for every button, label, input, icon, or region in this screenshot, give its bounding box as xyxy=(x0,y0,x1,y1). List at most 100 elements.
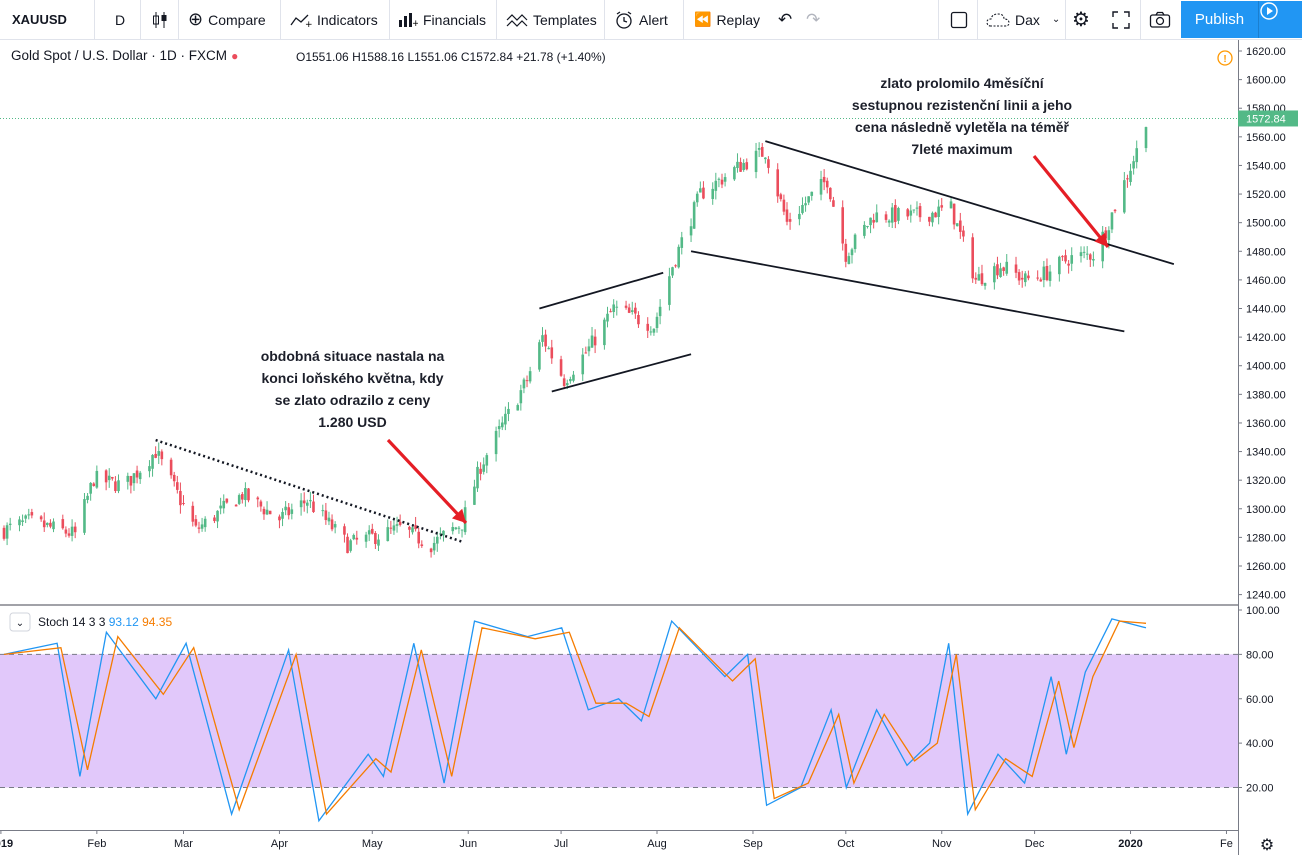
candle-body xyxy=(1132,161,1135,169)
candle-body xyxy=(241,494,244,500)
gear-icon[interactable]: ⚙ xyxy=(1072,9,1090,31)
candle-body xyxy=(18,519,21,526)
redo-icon[interactable]: ↷ xyxy=(806,9,821,29)
candle-body xyxy=(46,522,49,526)
red-dot-icon: ● xyxy=(231,49,239,63)
time-tick-label: Oct xyxy=(837,838,854,850)
close-value: C1572.84 xyxy=(460,50,513,64)
candle-body xyxy=(172,474,176,482)
templates-button[interactable]: Templates xyxy=(506,0,597,39)
price-tick-label: 1580.00 xyxy=(1246,103,1286,115)
candle-body xyxy=(1067,263,1070,266)
undo-icon[interactable]: ↶ xyxy=(778,9,793,29)
candle-body xyxy=(225,498,229,503)
stoch-collapse-button[interactable] xyxy=(9,612,31,632)
candle-body xyxy=(959,220,962,232)
financials-button[interactable]: + Financials xyxy=(398,0,486,39)
annotation-top: zlato prolomilo 4měsíční sestupnou rezis… xyxy=(851,75,1073,157)
candle-body xyxy=(977,274,981,281)
candle-body xyxy=(256,497,260,500)
candle-body xyxy=(764,157,767,160)
candle-body xyxy=(355,537,359,540)
candle-body xyxy=(219,505,222,509)
candle-body xyxy=(160,451,164,460)
candle-body xyxy=(928,216,931,222)
candle-body xyxy=(213,517,216,522)
top-toolbar: XAUUSD D ⊕ Compare + Indicators + Financial… xyxy=(0,0,1302,40)
candle-body xyxy=(1079,252,1083,257)
trendline[interactable] xyxy=(551,353,692,393)
warning-icon[interactable] xyxy=(1217,50,1233,66)
annotation-arrowhead xyxy=(1094,232,1108,247)
chart-style-button[interactable] xyxy=(151,0,169,39)
candle-body xyxy=(807,196,810,203)
play-button[interactable] xyxy=(1258,1,1302,38)
candle-body xyxy=(179,490,182,506)
indicators-icon: + xyxy=(290,14,312,28)
candle-body xyxy=(652,328,656,333)
trendline[interactable] xyxy=(155,438,463,543)
candle-body xyxy=(200,524,204,529)
candle-body xyxy=(822,176,826,183)
candle-body xyxy=(702,187,705,199)
candle-body xyxy=(736,161,739,169)
candle-body xyxy=(695,193,699,203)
candle-body xyxy=(1135,148,1139,163)
layout-menu-button[interactable]: Dax ⌄ xyxy=(986,0,1060,39)
compare-button[interactable]: ⊕ Compare xyxy=(188,9,266,29)
candle-body xyxy=(565,383,569,386)
price-tick-label: 1460.00 xyxy=(1246,275,1286,287)
toolbar-divider xyxy=(604,0,605,39)
fullscreen-icon[interactable] xyxy=(1111,0,1131,39)
trendline[interactable] xyxy=(539,271,664,310)
axis-layer: 1620.00 1600.00 1580.00 1560.00 1540.00 1520.… xyxy=(0,40,1298,855)
last-price-badge xyxy=(1238,110,1298,127)
svg-text:+: + xyxy=(412,19,418,28)
gear-icon[interactable]: ⚙ xyxy=(1260,835,1274,854)
candle-body xyxy=(572,374,575,381)
candle-body xyxy=(104,470,108,483)
publish-button[interactable]: Publish xyxy=(1181,1,1258,38)
candle-body xyxy=(1144,127,1148,149)
candle-body xyxy=(1048,271,1052,281)
candle-body xyxy=(1017,272,1021,281)
toolbar-divider xyxy=(683,0,684,39)
stoch-tick-label: 60.00 xyxy=(1246,694,1274,706)
candle-body xyxy=(562,378,566,386)
candle-body xyxy=(504,413,507,425)
play-icon xyxy=(1260,2,1278,20)
rewind-icon: ⏪ xyxy=(694,11,712,27)
candle-body xyxy=(39,516,43,520)
candle-body xyxy=(432,542,436,551)
replay-button[interactable]: ⏪ Replay xyxy=(694,11,761,28)
candle-body xyxy=(983,282,987,286)
trendline[interactable] xyxy=(690,250,1125,333)
alert-button[interactable]: Alert xyxy=(614,0,668,39)
symbol-search[interactable]: XAUUSD xyxy=(12,12,67,27)
candle-body xyxy=(497,426,501,430)
interval-button[interactable]: D xyxy=(115,11,126,28)
candle-body xyxy=(138,472,142,480)
candle-body xyxy=(216,510,219,522)
candle-body xyxy=(126,475,130,482)
candle-body xyxy=(132,473,136,484)
candle-body xyxy=(460,529,464,531)
candle-body xyxy=(798,213,801,220)
candle-body xyxy=(832,200,835,207)
stoch-tick-label: 80.00 xyxy=(1246,649,1274,661)
price-tick-label: 1500.00 xyxy=(1246,218,1286,230)
candle-body xyxy=(83,499,86,533)
candle-body xyxy=(194,519,198,526)
candle-body xyxy=(135,470,139,478)
candle-body xyxy=(244,488,247,501)
candle-body xyxy=(73,526,77,533)
stoch-layer xyxy=(0,618,1238,823)
fullscreen-layout-button[interactable] xyxy=(950,0,968,39)
indicators-button[interactable]: + Indicators xyxy=(290,0,378,39)
candle-body xyxy=(1113,209,1117,212)
camera-icon[interactable] xyxy=(1149,0,1171,39)
candle-body xyxy=(1020,277,1024,280)
candle-body xyxy=(674,265,677,267)
time-tick-label: Nov xyxy=(932,838,952,850)
candle-body xyxy=(853,234,857,250)
